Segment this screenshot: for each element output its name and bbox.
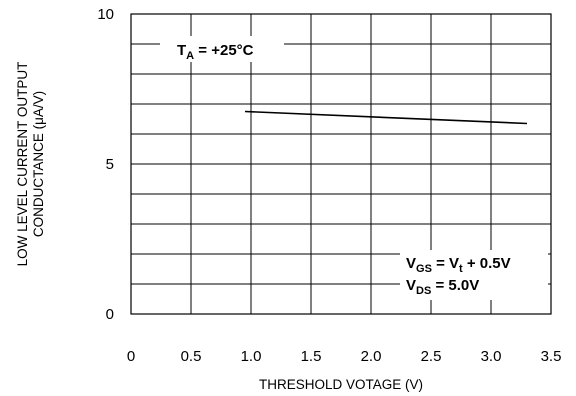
x-tick-label: 1.0 [241,348,262,365]
x-tick-label: 1.5 [301,348,322,365]
y-tick-label: 5 [106,156,114,173]
temp-annotation-bg [160,36,284,62]
vds-main: V [406,277,416,294]
vgs-main: V [406,255,416,272]
x-tick-label: 3.5 [541,348,562,365]
x-tick-label: 2.0 [361,348,382,365]
plot-frame [130,13,552,315]
vds-sub: DS [416,285,431,297]
y-axis-label-line1: LOW LEVEL CURRENT OUTPUT [15,62,30,267]
bias-annotation-bg [400,250,548,300]
vds-value: = 5.0V [431,277,479,294]
x-tick-label: 0 [127,348,135,365]
series-layer [244,110,528,125]
temp-main: T [177,42,186,59]
series-line [244,110,528,125]
x-tick-label: 3.0 [481,348,502,365]
x-tick-label: 2.5 [421,348,442,365]
y-axis-label: LOW LEVEL CURRENT OUTPUT CONDUCTANCE (μA… [15,62,46,267]
y-axis-label-line2: CONDUCTANCE (μA/V) [31,91,46,237]
vgs-sub: GS [416,263,432,275]
x-axis-label: THRESHOLD VOTAGE (V) [259,377,423,392]
tick-layer: 0 0.5 1.0 1.5 2.0 2.5 3.0 3.5 0 5 10 [97,6,561,365]
vds-annotation: VDS = 5.0V [406,277,479,297]
grid-layer [131,14,551,314]
temp-sub: A [186,50,194,62]
y-tick-label: 0 [106,306,114,323]
x-tick-label: 0.5 [181,348,202,365]
vgs-mid: = V [432,255,459,272]
vgs-annotation: VGS = Vt + 0.5V [406,255,511,275]
temp-annotation: TA = +25°C [177,42,254,62]
vgs-sub2: t [459,263,463,275]
vgs-value: + 0.5V [463,255,511,272]
y-tick-label: 10 [97,6,114,23]
temp-value: = +25°C [194,42,254,59]
